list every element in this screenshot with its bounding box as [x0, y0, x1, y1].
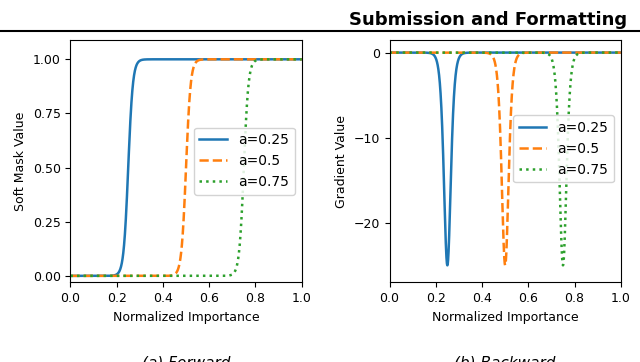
a=0.75 — [576, 51, 584, 55]
a=0.5 — [67, 274, 74, 278]
a=0.25 — [536, 50, 544, 55]
X-axis label: Normalized Importance: Normalized Importance — [432, 311, 579, 324]
X-axis label: Normalized Importance: Normalized Importance — [113, 311, 259, 324]
a=0.75 — [109, 274, 116, 278]
a=0.25 — [209, 57, 217, 62]
a=0.5 — [617, 50, 625, 55]
a=0.25 — [529, 50, 536, 55]
a=0.5 — [586, 50, 594, 55]
Line: a=0.5: a=0.5 — [390, 52, 621, 265]
Y-axis label: Gradient Value: Gradient Value — [335, 115, 348, 207]
a=0.5 — [217, 57, 225, 62]
a=0.75 — [428, 50, 435, 55]
a=0.75 — [257, 57, 264, 62]
a=0.5 — [536, 50, 544, 55]
a=0.5 — [474, 50, 482, 55]
a=0.5 — [386, 50, 394, 55]
a=0.5 — [267, 57, 275, 62]
a=0.25 — [524, 50, 532, 55]
a=0.75 — [536, 50, 544, 55]
Line: a=0.75: a=0.75 — [70, 59, 301, 276]
a=0.75 — [67, 274, 74, 278]
a=0.25 — [217, 57, 225, 62]
a=0.75 — [205, 274, 213, 278]
a=0.75 — [298, 57, 305, 62]
a=0.25 — [474, 50, 482, 55]
a=0.5 — [524, 50, 532, 55]
a=0.75 — [617, 50, 625, 55]
a=0.5 — [428, 50, 435, 55]
a=0.25 — [239, 57, 247, 62]
a=0.5 — [298, 57, 305, 62]
a=0.75 — [524, 50, 532, 55]
a=0.5 — [501, 263, 509, 268]
a=0.5 — [558, 50, 566, 55]
a=0.75 — [217, 274, 225, 278]
a=0.25 — [386, 50, 394, 55]
a=0.75 — [559, 263, 567, 268]
a=0.25 — [257, 57, 264, 62]
a=0.5 — [257, 57, 264, 62]
a=0.75 — [558, 256, 566, 260]
a=0.25 — [428, 51, 435, 56]
a=0.25 — [155, 57, 163, 62]
Text: (a) Forward: (a) Forward — [142, 355, 230, 362]
a=0.25 — [617, 50, 625, 55]
a=0.75 — [474, 50, 482, 55]
a=0.25 — [558, 50, 566, 55]
a=0.25 — [67, 274, 74, 278]
Line: a=0.25: a=0.25 — [390, 52, 621, 265]
a=0.25 — [576, 50, 584, 55]
a=0.5 — [109, 274, 116, 278]
a=0.25 — [298, 57, 305, 62]
a=0.5 — [155, 274, 163, 278]
a=0.5 — [205, 57, 213, 62]
Text: Submission and Formatting: Submission and Formatting — [349, 11, 627, 29]
a=0.75 — [239, 186, 247, 190]
a=0.5 — [576, 50, 584, 55]
Legend: a=0.25, a=0.5, a=0.75: a=0.25, a=0.5, a=0.75 — [513, 115, 614, 182]
a=0.25 — [109, 273, 116, 278]
Text: (b) Backward: (b) Backward — [454, 355, 556, 362]
Line: a=0.5: a=0.5 — [70, 59, 301, 276]
Line: a=0.25: a=0.25 — [70, 59, 301, 276]
a=0.75 — [155, 274, 163, 278]
Line: a=0.75: a=0.75 — [390, 52, 621, 265]
a=0.25 — [205, 57, 213, 62]
a=0.5 — [239, 57, 247, 62]
Legend: a=0.25, a=0.5, a=0.75: a=0.25, a=0.5, a=0.75 — [194, 127, 294, 195]
a=0.75 — [386, 50, 394, 55]
a=0.25 — [444, 263, 451, 268]
Y-axis label: Soft Mask Value: Soft Mask Value — [14, 111, 27, 211]
